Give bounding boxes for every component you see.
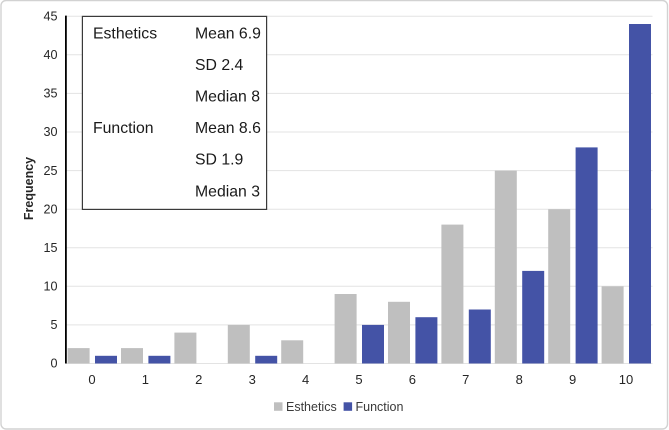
svg-text:Function: Function [93, 120, 154, 137]
svg-text:0: 0 [50, 357, 57, 371]
svg-text:20: 20 [43, 202, 57, 216]
svg-text:7: 7 [462, 372, 469, 387]
svg-text:25: 25 [43, 164, 57, 178]
svg-text:Mean 6.9: Mean 6.9 [195, 25, 261, 42]
svg-text:Mean 8.6: Mean 8.6 [195, 120, 261, 137]
svg-text:Esthetics: Esthetics [93, 25, 157, 42]
svg-text:3: 3 [249, 372, 256, 387]
svg-text:0: 0 [88, 372, 95, 387]
svg-text:Median 8: Median 8 [195, 89, 260, 106]
svg-text:30: 30 [43, 125, 57, 139]
svg-text:8: 8 [516, 372, 523, 387]
svg-text:6: 6 [409, 372, 416, 387]
svg-text:Esthetics: Esthetics [286, 400, 337, 414]
svg-text:Median 3: Median 3 [195, 183, 260, 200]
svg-text:5: 5 [355, 372, 362, 387]
svg-text:15: 15 [43, 241, 57, 255]
svg-text:2: 2 [195, 372, 202, 387]
svg-text:10: 10 [43, 280, 57, 294]
svg-text:45: 45 [43, 9, 57, 23]
svg-text:Frequency: Frequency [22, 157, 36, 220]
svg-text:SD 1.9: SD 1.9 [195, 152, 244, 169]
svg-text:Function: Function [356, 400, 404, 414]
svg-text:4: 4 [302, 372, 309, 387]
svg-text:35: 35 [43, 87, 57, 101]
svg-text:9: 9 [569, 372, 576, 387]
svg-text:40: 40 [43, 48, 57, 62]
svg-text:SD 2.4: SD 2.4 [195, 57, 244, 74]
svg-text:10: 10 [619, 372, 633, 387]
svg-text:1: 1 [142, 372, 149, 387]
svg-text:5: 5 [50, 318, 57, 332]
